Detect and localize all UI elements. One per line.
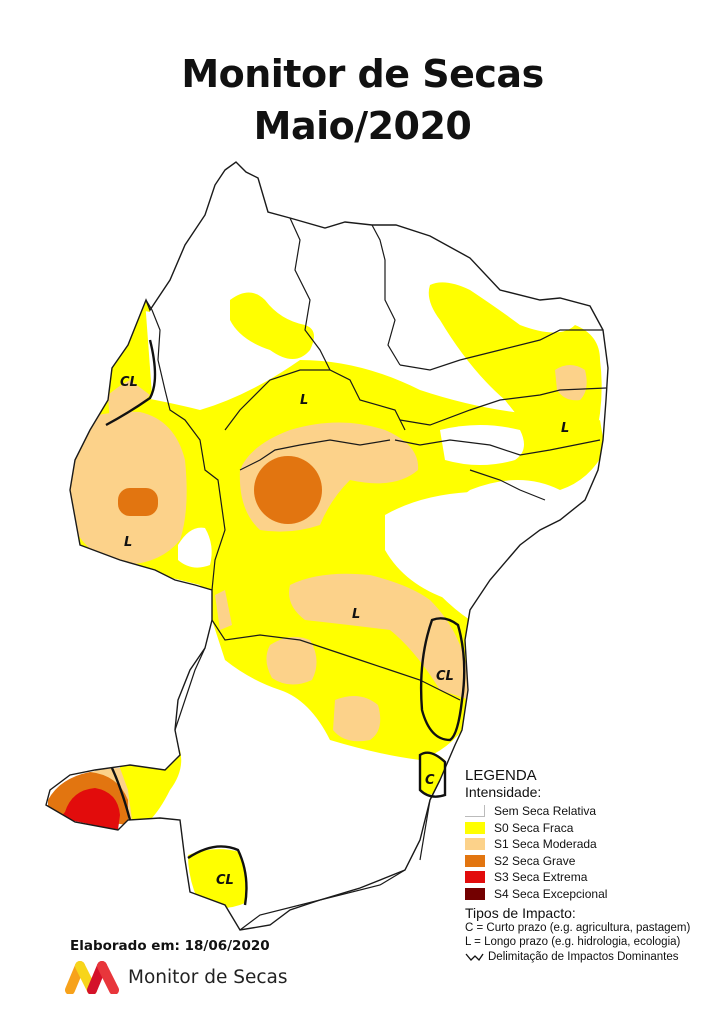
swatch-s4 — [465, 887, 485, 900]
swatch-s0 — [465, 821, 485, 834]
legend-delimitation: Delimitação de Impactos Dominantes — [465, 949, 690, 965]
page-subtitle-month: Maio/2020 — [253, 104, 472, 148]
impact-label-l-piaui-west: L — [124, 535, 132, 550]
s1-blob-2 — [333, 696, 381, 742]
border-ma-pi — [145, 299, 226, 591]
elaborated-date: Elaborado em: 18/06/2020 — [70, 938, 270, 954]
swatch-s1 — [465, 838, 485, 851]
border-mg-rj — [239, 869, 406, 931]
border-pi-ba — [224, 369, 406, 431]
legend: LEGENDA Intensidade: Sem Seca Relativa S… — [465, 768, 690, 965]
s2-central-blob — [254, 456, 322, 524]
border-pb-pe — [399, 387, 607, 426]
legend-item-s3: S3 Seca Extrema — [465, 869, 690, 886]
legend-title: LEGENDA — [465, 767, 537, 784]
swatch-s2 — [465, 854, 485, 867]
legend-label: S4 Seca Excepcional — [494, 886, 608, 901]
monitor-de-secas-logo-icon — [65, 961, 119, 994]
impact-labels: CL L L L L CL C CL — [120, 375, 569, 888]
s3-mg-southwest — [60, 788, 120, 830]
page-title: Monitor de Secas — [181, 52, 544, 96]
border-al-se — [469, 469, 546, 501]
border-mg-go — [174, 647, 206, 731]
legend-delimitation-label: Delimitação de Impactos Dominantes — [488, 951, 679, 963]
legend-item-s4: S4 Seca Excepcional — [465, 886, 690, 903]
brand-name: Monitor de Secas — [128, 966, 288, 988]
legend-label: S3 Seca Extrema — [494, 870, 588, 885]
border-pe-al — [394, 439, 601, 456]
s1-west-edge-strip — [215, 590, 232, 630]
legend-impact-short: C = Curto prazo (e.g. agricultura, pasta… — [465, 922, 691, 934]
s1-east-pb — [555, 365, 587, 401]
impact-delimitations — [105, 339, 466, 906]
legend-intensity-heading: Intensidade: — [465, 784, 542, 800]
legend-label: S1 Seca Moderada — [494, 837, 597, 852]
border-ba-mg — [211, 619, 461, 701]
s0-mg-south — [188, 849, 246, 909]
legend-item-s1: S1 Seca Moderada — [465, 836, 690, 853]
legend-label: S0 Seca Fraca — [494, 820, 574, 835]
delim-cl-northwest — [105, 339, 157, 427]
border-ce-rn — [371, 224, 401, 366]
s2-west-blob — [118, 488, 158, 516]
delim-mg-southwest — [110, 767, 132, 821]
brand-logo: Monitor de Secas — [64, 960, 287, 994]
state-borders — [45, 161, 609, 931]
legend-impact-heading: Tipos de Impacto: — [465, 905, 576, 921]
impact-label-cl-northwest: CL — [120, 375, 138, 390]
delim-c-es — [418, 751, 447, 798]
s1-west-cl — [108, 380, 150, 425]
legend-item-s0: S0 Seca Fraca — [465, 820, 690, 837]
swatch-none — [465, 805, 485, 818]
legend-impact-long: L = Longo prazo (e.g. hidrologia, ecolog… — [465, 936, 681, 948]
border-ba-pe — [239, 439, 391, 471]
impact-label-cl-mg-south: CL — [216, 873, 234, 888]
no-drought-piaui-hole — [178, 527, 212, 568]
delim-cl-bahia-coast — [419, 617, 466, 742]
border-rn-pb — [399, 329, 603, 371]
impact-label-l-bahia-south: L — [352, 607, 360, 622]
s0-maranhao-blob — [230, 292, 314, 359]
no-drought-rn-hole — [440, 425, 524, 465]
impact-label-cl-bahia-coast: CL — [436, 669, 454, 684]
swatch-s3 — [465, 871, 485, 884]
s1-bahia-band — [289, 573, 470, 700]
legend-item-s2: S2 Seca Grave — [465, 853, 690, 870]
impact-label-l-central-north: L — [300, 393, 308, 408]
impact-label-l-east-coast: L — [561, 421, 569, 436]
border-mg-es — [419, 779, 441, 861]
s1-blob-1 — [266, 636, 317, 685]
s0-ceara-blob — [428, 282, 602, 445]
border-pi-ce — [289, 217, 331, 371]
legend-item-none: Sem Seca Relativa — [465, 803, 690, 820]
legend-label: Sem Seca Relativa — [494, 804, 597, 819]
delim-cl-mg-south — [187, 845, 248, 906]
legend-label: S2 Seca Grave — [494, 853, 576, 868]
impact-label-c-es-north: C — [425, 773, 435, 788]
delimitation-line-icon — [465, 953, 484, 962]
